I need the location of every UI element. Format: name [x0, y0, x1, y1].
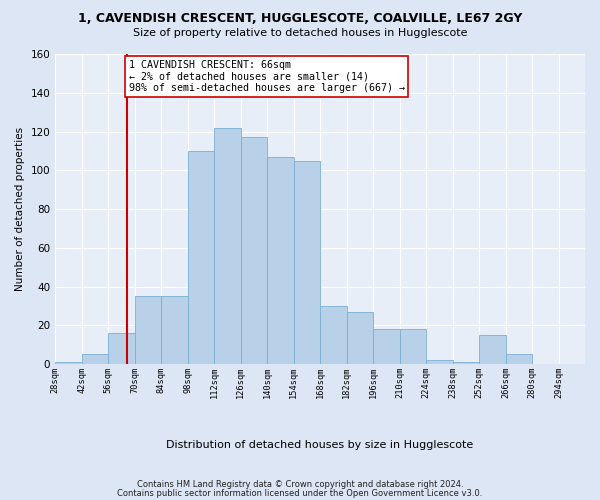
- Bar: [293, 160, 320, 364]
- Bar: [134, 296, 161, 364]
- Bar: [506, 354, 532, 364]
- Bar: [479, 335, 506, 364]
- Y-axis label: Number of detached properties: Number of detached properties: [15, 127, 25, 291]
- Bar: [214, 128, 241, 364]
- Text: 1, CAVENDISH CRESCENT, HUGGLESCOTE, COALVILLE, LE67 2GY: 1, CAVENDISH CRESCENT, HUGGLESCOTE, COAL…: [78, 12, 522, 26]
- Bar: [426, 360, 452, 364]
- Bar: [400, 329, 426, 364]
- Bar: [267, 156, 293, 364]
- Bar: [320, 306, 347, 364]
- X-axis label: Distribution of detached houses by size in Hugglescote: Distribution of detached houses by size …: [166, 440, 474, 450]
- Bar: [452, 362, 479, 364]
- Text: Contains public sector information licensed under the Open Government Licence v3: Contains public sector information licen…: [118, 489, 482, 498]
- Bar: [241, 138, 267, 364]
- Bar: [55, 362, 82, 364]
- Bar: [188, 151, 214, 364]
- Bar: [108, 333, 134, 364]
- Bar: [347, 312, 373, 364]
- Bar: [373, 329, 400, 364]
- Bar: [161, 296, 188, 364]
- Text: 1 CAVENDISH CRESCENT: 66sqm
← 2% of detached houses are smaller (14)
98% of semi: 1 CAVENDISH CRESCENT: 66sqm ← 2% of deta…: [129, 60, 405, 93]
- Text: Contains HM Land Registry data © Crown copyright and database right 2024.: Contains HM Land Registry data © Crown c…: [137, 480, 463, 489]
- Text: Size of property relative to detached houses in Hugglescote: Size of property relative to detached ho…: [133, 28, 467, 38]
- Bar: [82, 354, 108, 364]
